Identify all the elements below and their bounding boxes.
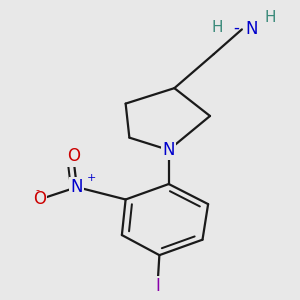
Text: I: I	[155, 277, 160, 295]
Text: N: N	[70, 178, 83, 196]
Text: O: O	[33, 190, 46, 208]
Text: O: O	[67, 147, 80, 165]
Text: -: -	[35, 185, 40, 195]
Text: N: N	[245, 20, 257, 38]
Text: H: H	[212, 20, 223, 35]
Text: -: -	[233, 19, 239, 37]
Text: N: N	[163, 141, 175, 159]
Text: +: +	[87, 173, 97, 183]
Text: H: H	[264, 10, 276, 25]
